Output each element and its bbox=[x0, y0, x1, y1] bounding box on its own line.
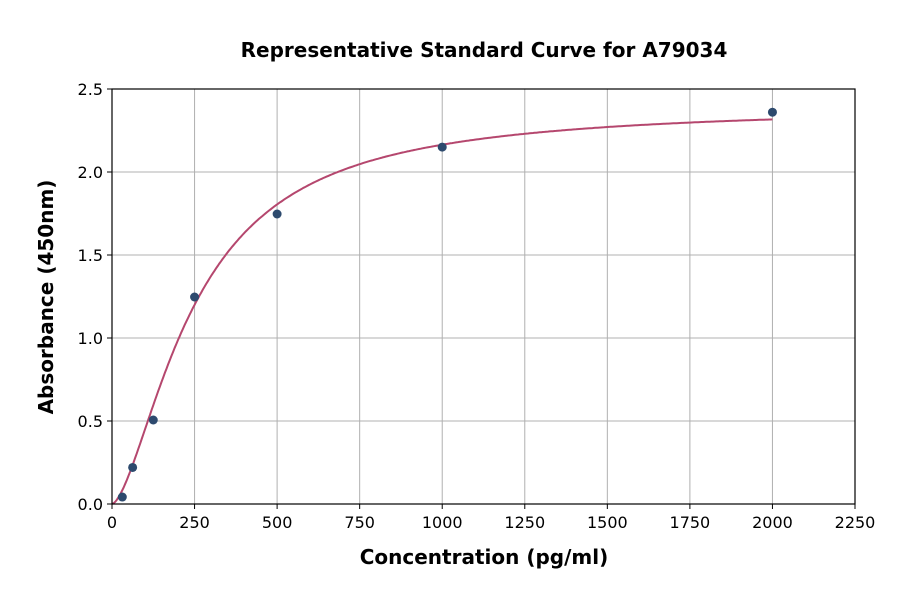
y-axis-label: Absorbance (450nm) bbox=[34, 180, 58, 415]
y-tick-label: 1.0 bbox=[78, 329, 103, 348]
plot-frame bbox=[111, 88, 856, 505]
data-point bbox=[272, 209, 282, 219]
data-point bbox=[148, 415, 158, 425]
x-tick-label: 750 bbox=[344, 513, 375, 532]
x-tick-label: 500 bbox=[262, 513, 293, 532]
data-point bbox=[767, 107, 777, 117]
x-tick-label: 1500 bbox=[587, 513, 628, 532]
data-point bbox=[437, 142, 447, 152]
data-point bbox=[117, 492, 127, 502]
x-tick-label: 1750 bbox=[670, 513, 711, 532]
x-tick-label: 2250 bbox=[835, 513, 876, 532]
y-tick-label: 1.5 bbox=[78, 246, 103, 265]
x-tick-label: 1000 bbox=[422, 513, 463, 532]
x-axis-label: Concentration (pg/ml) bbox=[360, 545, 609, 569]
y-tick-label: 0.0 bbox=[78, 495, 103, 514]
x-tick-label: 1250 bbox=[504, 513, 545, 532]
data-point bbox=[128, 462, 138, 472]
data-point bbox=[190, 292, 200, 302]
x-tick-label: 0 bbox=[107, 513, 117, 532]
x-tick-label: 2000 bbox=[752, 513, 793, 532]
y-tick-label: 2.0 bbox=[78, 163, 103, 182]
chart-title: Representative Standard Curve for A79034 bbox=[241, 38, 728, 62]
x-tick-label: 250 bbox=[179, 513, 210, 532]
y-tick-label: 2.5 bbox=[78, 80, 103, 99]
y-tick-label: 0.5 bbox=[78, 412, 103, 431]
